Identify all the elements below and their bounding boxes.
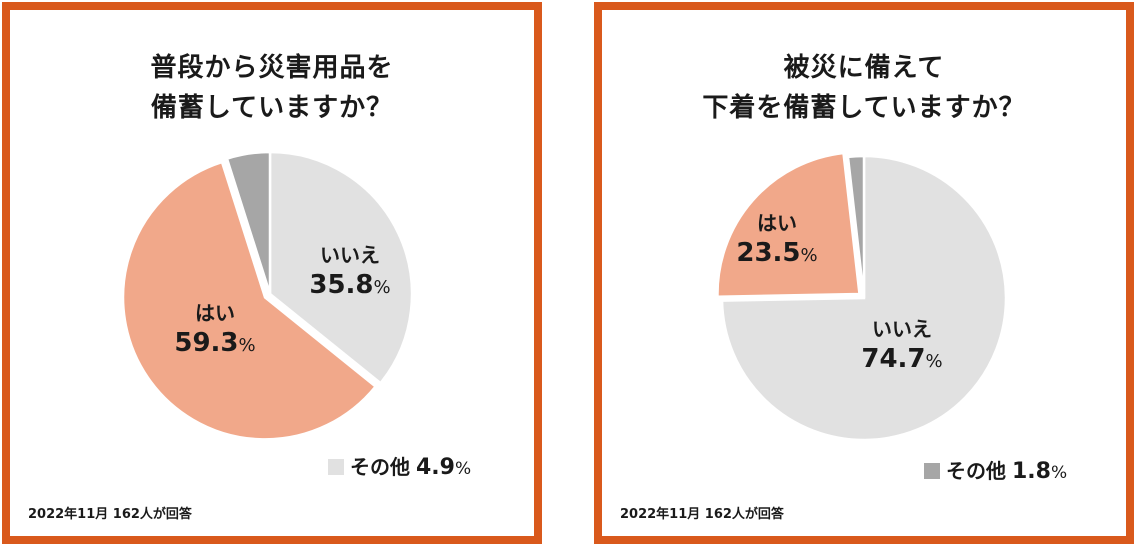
slice-label-yes: はい 23.5%	[722, 210, 832, 273]
slice-other	[846, 154, 866, 299]
slice-label-no: いいえ 35.8%	[295, 242, 405, 305]
legend-label: その他	[946, 459, 1006, 483]
slice-yes	[121, 160, 378, 441]
footnote: 2022年11月 162人が回答	[620, 507, 784, 522]
percent-sign: %	[1050, 463, 1068, 483]
percent-sign: %	[373, 277, 391, 298]
slice-name: いいえ	[872, 317, 932, 341]
legend-label: その他	[350, 455, 410, 479]
other-legend: その他 1.8%	[924, 458, 1067, 486]
legend-swatch	[328, 459, 344, 475]
chart-panel-1: 普段から災害用品を 備蓄していますか？ いいえ 35.8% はい 59.3% そ…	[2, 2, 542, 544]
chart-title-line-1: 被災に備えて	[783, 53, 945, 83]
percent-sign: %	[238, 335, 256, 356]
percent-sign: %	[454, 459, 472, 479]
pie-chart	[716, 151, 1008, 442]
other-legend: その他 4.9%	[328, 454, 471, 482]
percent-sign: %	[800, 245, 818, 266]
slice-yes	[716, 151, 861, 298]
slice-name: いいえ	[320, 243, 380, 267]
legend-value: 1.8	[1012, 459, 1051, 484]
slice-value: 74.7	[861, 344, 926, 374]
chart-title-line-2: 下着を備蓄していますか？	[702, 93, 1026, 123]
slice-name: はい	[195, 301, 235, 325]
chart-title: 普段から災害用品を 備蓄していますか？	[10, 48, 534, 128]
percent-sign: %	[925, 351, 943, 372]
chart-title: 被災に備えて 下着を備蓄していますか？	[602, 48, 1126, 128]
legend-value: 4.9	[416, 455, 455, 480]
chart-title-line-1: 普段から災害用品を	[150, 53, 394, 83]
slice-other	[225, 150, 272, 295]
slice-label-no: いいえ 74.7%	[842, 316, 962, 379]
slice-value: 59.3	[174, 328, 239, 358]
slice-value: 35.8	[309, 270, 374, 300]
slice-no	[268, 150, 414, 385]
legend-swatch	[924, 463, 940, 479]
chart-panel-2: 被災に備えて 下着を備蓄していますか？ いいえ 74.7% はい 23.5% そ…	[594, 2, 1134, 544]
slice-value: 23.5	[736, 238, 801, 268]
footnote: 2022年11月 162人が回答	[28, 507, 192, 522]
slice-label-yes: はい 59.3%	[160, 300, 270, 363]
pie-chart	[121, 150, 414, 441]
slice-name: はい	[757, 211, 797, 235]
chart-title-line-2: 備蓄していますか？	[150, 93, 394, 123]
